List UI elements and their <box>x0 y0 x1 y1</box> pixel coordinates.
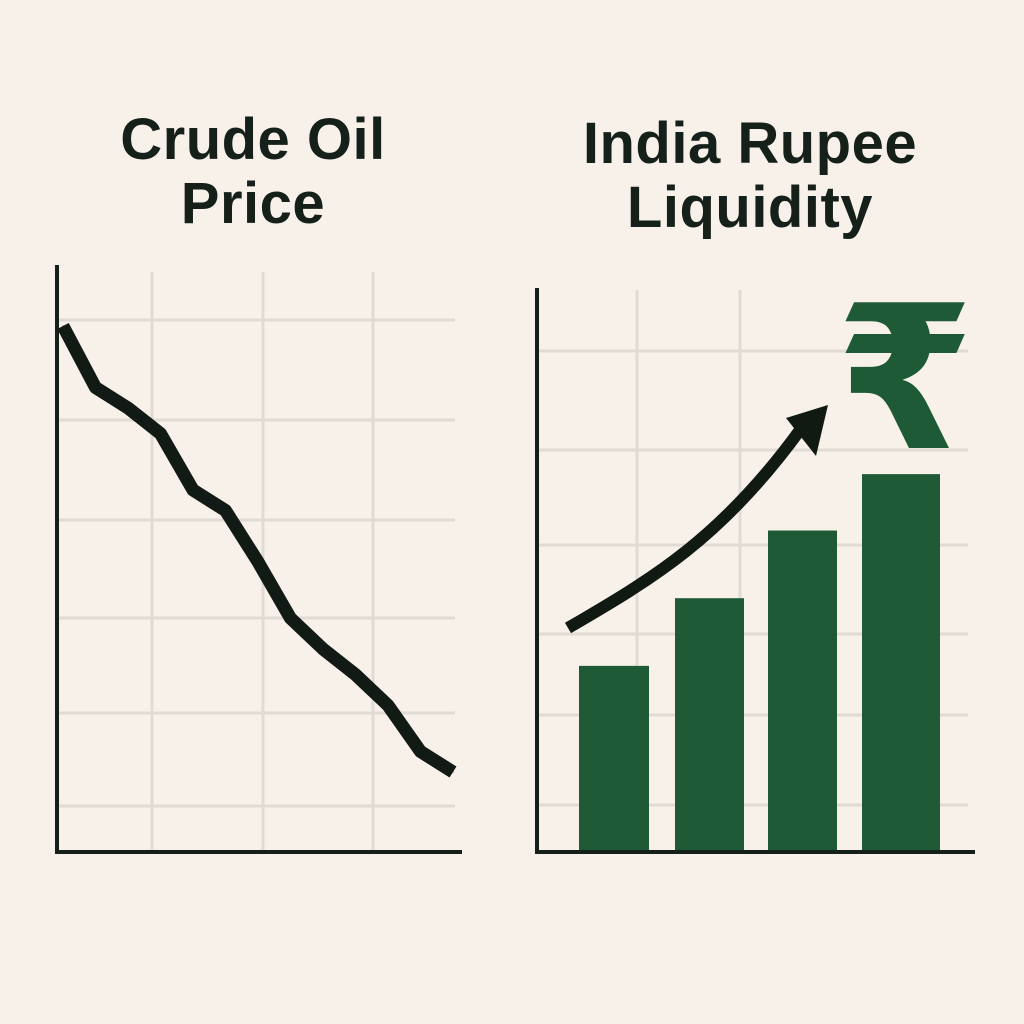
bar <box>862 474 940 852</box>
rupee-icon: ₹ <box>835 263 974 496</box>
data-point <box>127 407 129 409</box>
rupee-liquidity-chart-title: India Rupee Liquidity <box>560 112 940 240</box>
data-point <box>355 674 356 676</box>
trend-arrow-shaft <box>564 426 805 634</box>
data-point <box>420 750 421 752</box>
crude-oil-title-line-2: Price <box>180 171 326 236</box>
crude-oil-title-line-1: Crude Oil <box>120 107 386 172</box>
data-point <box>290 617 291 619</box>
data-point <box>257 561 259 563</box>
trend-arrow-head <box>786 405 828 456</box>
rupee-title-line-1: India Rupee <box>582 111 918 176</box>
up-arrow-icon <box>564 405 828 634</box>
bar <box>675 598 744 852</box>
data-point <box>160 433 161 435</box>
data-point <box>387 704 389 706</box>
crude-oil-series <box>57 322 457 778</box>
data-point <box>95 387 96 389</box>
data-point <box>452 771 454 773</box>
crude-oil-chart-title: Crude Oil Price <box>88 108 418 236</box>
data-point <box>192 489 194 491</box>
crude-oil-axes <box>55 265 462 854</box>
data-point <box>225 510 226 512</box>
bar <box>579 665 649 852</box>
bar <box>768 530 837 852</box>
data-point <box>322 648 324 650</box>
data-point <box>62 325 64 327</box>
rupee-title-line-2: Liquidity <box>626 175 874 240</box>
rupee-axes <box>535 288 975 854</box>
rupee-bars <box>579 474 940 852</box>
